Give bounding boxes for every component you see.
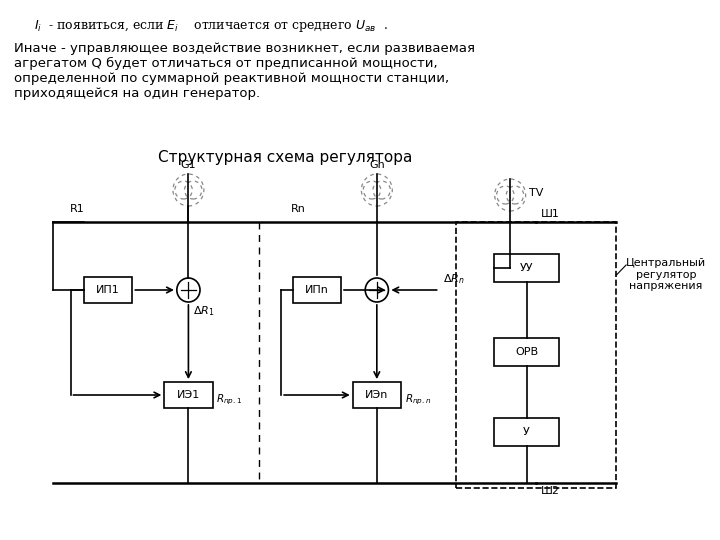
Bar [293, 277, 341, 303]
Text: Ш2: Ш2 [541, 486, 560, 496]
Text: УУ: УУ [520, 263, 534, 273]
Text: $\Delta R_n$: $\Delta R_n$ [444, 272, 465, 286]
Text: R1: R1 [70, 204, 84, 214]
Text: Gn: Gn [369, 160, 384, 170]
Bar [494, 338, 559, 366]
Bar [353, 382, 401, 408]
Bar [456, 222, 616, 488]
Text: $R_{пр.n}$: $R_{пр.n}$ [405, 393, 431, 407]
Text: G1: G1 [181, 160, 197, 170]
Text: У: У [523, 427, 530, 437]
Text: $\Delta R_1$: $\Delta R_1$ [193, 304, 215, 318]
Bar [84, 277, 132, 303]
Text: $R_{пр.1}$: $R_{пр.1}$ [217, 393, 243, 407]
Bar [494, 418, 559, 446]
Text: ИЭn: ИЭn [365, 390, 389, 400]
Text: Rn: Rn [291, 204, 306, 214]
Text: TV: TV [529, 188, 544, 198]
Text: $I_i$  - появиться, если $E_i$    отличается от среднего $U_{ав}$  .: $I_i$ - появиться, если $E_i$ отличается… [34, 18, 388, 34]
Text: Структурная схема регулятора: Структурная схема регулятора [158, 150, 413, 165]
Text: Центральный
регулятор
напряжения: Центральный регулятор напряжения [626, 258, 706, 291]
Text: ИПn: ИПn [305, 285, 329, 295]
Bar [164, 382, 212, 408]
Text: ИП1: ИП1 [96, 285, 120, 295]
Bar [494, 254, 559, 282]
Text: ИЭ1: ИЭ1 [177, 390, 200, 400]
Text: Иначе - управляющее воздействие возникнет, если развиваемая
агрегатом Q будет от: Иначе - управляющее воздействие возникне… [14, 42, 475, 100]
Text: Ш1: Ш1 [541, 209, 560, 219]
Text: ОРВ: ОРВ [515, 347, 538, 357]
